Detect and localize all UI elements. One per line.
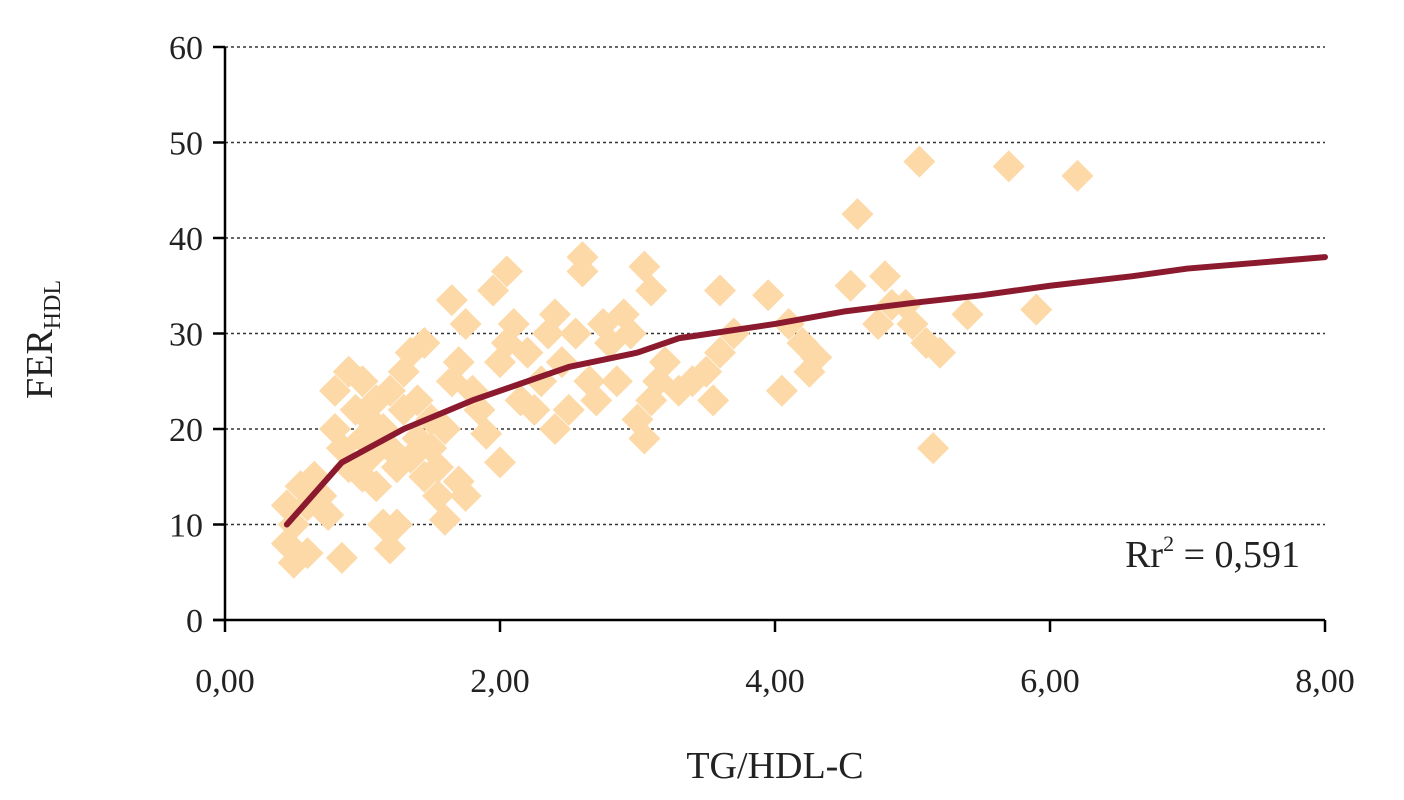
data-point-100 (841, 198, 874, 231)
point-layer (270, 145, 1094, 579)
data-point-5 (291, 537, 324, 570)
y-tick-label-50: 50 (169, 126, 203, 163)
data-point-57 (490, 255, 523, 288)
r-squared-superscript: 2 (1163, 531, 1174, 556)
data-point-66 (539, 413, 571, 445)
data-point-76 (600, 365, 633, 398)
y-tick-label-20: 20 (169, 412, 203, 449)
data-point-108 (917, 432, 950, 465)
data-point-47 (442, 346, 475, 379)
x-tick-label-2: 4,00 (745, 663, 805, 700)
data-point-101 (862, 307, 895, 340)
data-point-0 (270, 489, 303, 522)
data-point-41 (422, 451, 455, 484)
r-squared-value: = 0,591 (1174, 534, 1300, 576)
y-tick-label-10: 10 (169, 508, 203, 545)
data-point-13 (325, 541, 358, 574)
data-point-36 (401, 384, 434, 417)
data-point-9 (312, 498, 345, 531)
data-point-3 (277, 508, 310, 541)
data-point-37 (408, 327, 441, 360)
x-tick-label-4: 8,00 (1295, 663, 1355, 700)
data-point-56 (484, 446, 516, 479)
x-tick-label-3: 6,00 (1020, 663, 1080, 700)
data-point-17 (346, 365, 379, 398)
data-point-98 (800, 341, 833, 374)
data-point-110 (951, 298, 984, 331)
data-point-80 (628, 250, 661, 283)
data-point-44 (429, 503, 461, 536)
data-point-109 (924, 336, 956, 369)
y-tick-label-60: 60 (169, 30, 203, 67)
data-point-92 (717, 317, 750, 350)
data-point-88 (690, 355, 723, 388)
data-point-71 (566, 255, 599, 288)
data-point-82 (635, 274, 668, 307)
data-point-30 (380, 508, 413, 541)
data-point-45 (435, 284, 468, 317)
r-squared-annotation: Rr2 = 0,591 (1125, 531, 1300, 576)
tick-layer: 0 10 20 30 40 50 60 0,00 2,00 4,00 6,00 8,00 (169, 30, 1355, 700)
data-point-105 (896, 307, 929, 340)
x-axis-title: TG/HDL-C (686, 745, 863, 787)
data-point-113 (1061, 159, 1094, 192)
data-point-94 (765, 374, 798, 407)
data-point-53 (470, 417, 503, 450)
data-point-85 (649, 346, 681, 379)
data-point-73 (580, 384, 613, 417)
y-tick-label-0: 0 (186, 603, 203, 640)
data-point-91 (704, 336, 736, 369)
data-point-81 (628, 422, 661, 455)
data-point-62 (518, 393, 551, 426)
data-point-68 (552, 393, 585, 426)
data-point-106 (903, 145, 936, 178)
data-point-26 (374, 374, 406, 407)
data-point-59 (497, 307, 530, 340)
y-axis-title: FERHDL (19, 280, 66, 399)
r-squared-label: Rr (1125, 534, 1163, 576)
data-point-102 (869, 260, 901, 293)
y-axis-title-main: FER (19, 329, 61, 399)
data-point-65 (539, 298, 571, 331)
fit-curve (283, 254, 1328, 528)
data-point-42 (422, 479, 455, 512)
data-point-23 (360, 470, 393, 503)
data-point-99 (834, 269, 867, 302)
data-point-93 (752, 279, 785, 312)
data-point-10 (319, 374, 351, 407)
data-point-78 (614, 317, 647, 350)
data-point-49 (449, 307, 482, 340)
data-point-69 (559, 317, 592, 350)
y-tick-label-40: 40 (169, 221, 203, 258)
data-point-61 (511, 336, 544, 369)
y-axis-title-subscript: HDL (40, 280, 66, 329)
data-point-43 (429, 413, 461, 445)
data-point-89 (697, 384, 730, 417)
data-point-112 (1020, 293, 1053, 326)
x-tick-label-0: 0,00 (195, 663, 255, 700)
data-point-54 (477, 274, 510, 307)
data-point-111 (992, 150, 1025, 183)
y-tick-label-30: 30 (169, 317, 203, 354)
data-point-28 (374, 532, 406, 565)
x-tick-label-1: 2,00 (470, 663, 530, 700)
fit-layer (283, 254, 1328, 528)
data-point-50 (449, 479, 482, 512)
data-point-90 (704, 274, 736, 307)
